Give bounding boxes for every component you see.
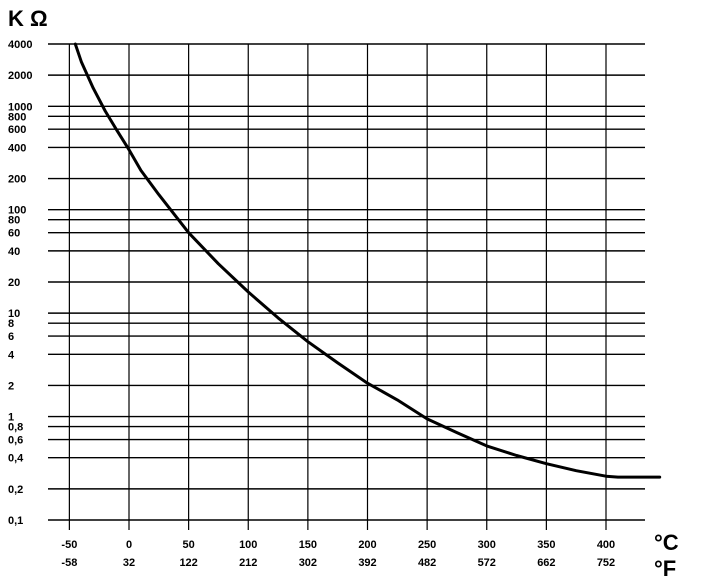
y-tick-label: 400 [8,142,26,154]
x-axis-label-celsius: °C [654,530,679,555]
y-tick-label: 200 [8,174,26,186]
y-tick-label: 6 [8,331,14,343]
x-tick-label-fahrenheit: 212 [239,557,257,569]
y-tick-label: 0,1 [8,515,23,527]
y-axis-label: K Ω [8,6,48,31]
y-tick-label: 10 [8,308,20,320]
x-tick-label-fahrenheit: 482 [418,557,436,569]
x-tick-label-celsius: 350 [537,539,555,551]
y-tick-label: 60 [8,228,20,240]
y-tick-label: 800 [8,111,26,123]
resistance-curve-line [73,42,662,479]
y-tick-label: 0,4 [8,453,24,465]
y-tick-label: 80 [8,215,20,227]
y-tick-label: 0,6 [8,435,23,447]
series-group [73,42,662,479]
x-tick-label-fahrenheit: 122 [179,557,197,569]
y-tick-label: 4 [8,349,15,361]
x-tick-labels: -50 -58 0 32 50 122 100 212 150 302 200 392 250 482 30… [61,539,615,569]
y-tick-label: 1 [8,412,14,424]
y-tick-label: 0,2 [8,484,23,496]
y-tick-label: 2 [8,380,14,392]
y-tick-label: 600 [8,124,26,136]
y-tick-label: 1000 [8,101,32,113]
x-tick-label-celsius: 200 [358,539,376,551]
x-tick-label-celsius: 50 [183,539,195,551]
x-tick-label-fahrenheit: 392 [358,557,376,569]
x-tick-label-fahrenheit: 32 [123,557,135,569]
x-tick-label-celsius: 0 [126,539,132,551]
x-tick-label-celsius: 400 [597,539,615,551]
x-tick-label-celsius: -50 [61,539,77,551]
y-tick-label: 20 [8,277,20,289]
y-tick-label: 8 [8,318,14,330]
y-tick-label: 100 [8,205,26,217]
vertical-gridlines [68,44,607,530]
y-tick-label: 2000 [8,70,32,82]
x-axis-label-fahrenheit: °F [654,556,676,581]
y-tick-label: 40 [8,246,20,258]
x-tick-label-celsius: 150 [299,539,317,551]
x-tick-label-celsius: 250 [418,539,436,551]
x-tick-label-celsius: 300 [478,539,496,551]
y-tick-label: 4000 [8,39,32,51]
x-tick-label-fahrenheit: 302 [299,557,317,569]
x-tick-label-fahrenheit: 662 [537,557,555,569]
x-tick-label-fahrenheit: 572 [478,557,496,569]
horizontal-gridlines [48,43,645,521]
y-tick-label: 0,8 [8,422,23,434]
x-tick-label-fahrenheit: -58 [61,557,77,569]
x-tick-label-fahrenheit: 752 [597,557,615,569]
x-tick-label-celsius: 100 [239,539,257,551]
